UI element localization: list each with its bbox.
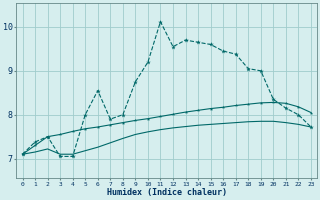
X-axis label: Humidex (Indice chaleur): Humidex (Indice chaleur): [107, 188, 227, 197]
